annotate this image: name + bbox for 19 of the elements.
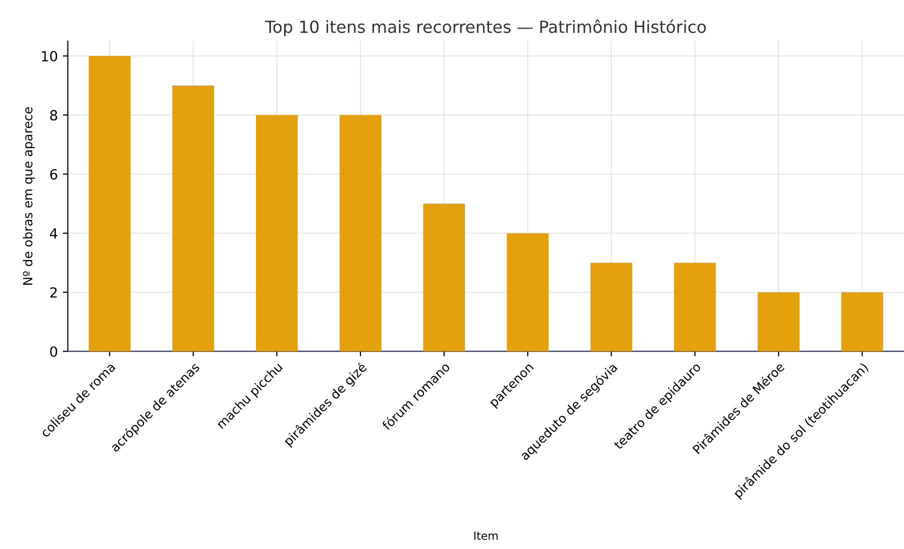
- bar: [256, 115, 298, 352]
- bar: [340, 115, 382, 352]
- bar: [172, 85, 214, 352]
- y-tick-label: 10: [42, 50, 58, 62]
- y-tick-label: 8: [50, 110, 58, 121]
- bar: [88, 56, 131, 352]
- chart-title: Top 10 itens mais recorrentes — Patrimônio Histórico: [265, 20, 706, 36]
- y-tick-label: 0: [50, 346, 58, 357]
- x-axis-title: Item: [474, 532, 498, 540]
- bar: [841, 292, 884, 352]
- bar: [506, 233, 549, 352]
- y-tick-label: 6: [50, 169, 58, 180]
- bar: [674, 262, 716, 352]
- y-tick-label: 4: [50, 228, 58, 238]
- y-tick-label: 2: [50, 287, 57, 298]
- bar: [590, 262, 632, 352]
- y-axis-title: Nº de obras em que aparece: [22, 107, 35, 285]
- bar: [758, 292, 800, 352]
- bar: [423, 204, 465, 352]
